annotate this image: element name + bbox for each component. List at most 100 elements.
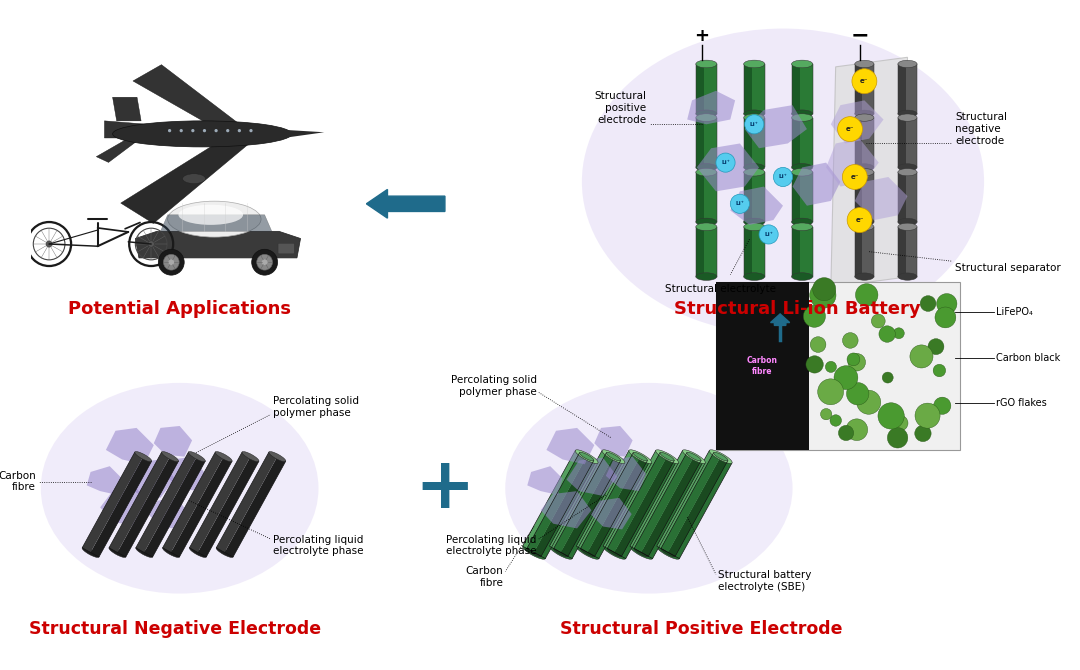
Polygon shape xyxy=(696,172,704,222)
Ellipse shape xyxy=(527,548,541,557)
Polygon shape xyxy=(133,65,247,130)
Polygon shape xyxy=(198,457,259,557)
Circle shape xyxy=(261,259,268,265)
Circle shape xyxy=(159,249,185,275)
Ellipse shape xyxy=(215,452,232,462)
Ellipse shape xyxy=(744,223,765,230)
Ellipse shape xyxy=(607,548,622,557)
Ellipse shape xyxy=(136,547,152,557)
Text: Structural Positive Electrode: Structural Positive Electrode xyxy=(561,620,842,638)
Polygon shape xyxy=(669,457,728,556)
Ellipse shape xyxy=(696,223,717,230)
Ellipse shape xyxy=(249,129,253,132)
Polygon shape xyxy=(163,452,224,552)
Circle shape xyxy=(924,405,939,418)
Ellipse shape xyxy=(897,60,917,68)
Ellipse shape xyxy=(162,452,178,462)
FancyBboxPatch shape xyxy=(716,282,809,450)
Ellipse shape xyxy=(242,452,259,462)
Text: Li⁺: Li⁺ xyxy=(721,160,730,165)
Polygon shape xyxy=(696,118,717,168)
Polygon shape xyxy=(854,172,863,222)
Ellipse shape xyxy=(687,452,701,461)
Ellipse shape xyxy=(238,129,241,132)
Ellipse shape xyxy=(897,223,917,230)
Circle shape xyxy=(847,208,872,232)
Text: rGO flakes: rGO flakes xyxy=(996,398,1047,408)
Polygon shape xyxy=(91,457,151,557)
Ellipse shape xyxy=(168,129,172,132)
Text: Carbon black: Carbon black xyxy=(996,352,1059,362)
Circle shape xyxy=(168,259,174,265)
Circle shape xyxy=(920,295,936,312)
Ellipse shape xyxy=(167,201,261,237)
Text: Li⁺: Li⁺ xyxy=(750,122,758,127)
Polygon shape xyxy=(897,226,917,277)
Ellipse shape xyxy=(854,273,874,280)
Text: Li⁺: Li⁺ xyxy=(735,201,744,206)
Polygon shape xyxy=(615,457,678,559)
Ellipse shape xyxy=(550,545,572,559)
Ellipse shape xyxy=(656,450,678,464)
Circle shape xyxy=(915,403,940,428)
Polygon shape xyxy=(527,466,563,495)
Text: Li⁺: Li⁺ xyxy=(779,174,787,180)
FancyArrow shape xyxy=(770,314,789,326)
Ellipse shape xyxy=(215,129,218,132)
Ellipse shape xyxy=(792,163,812,172)
Polygon shape xyxy=(826,139,879,186)
Polygon shape xyxy=(745,105,807,148)
Polygon shape xyxy=(606,457,646,491)
Circle shape xyxy=(806,356,823,373)
Ellipse shape xyxy=(744,273,765,281)
Text: Carbon
fibre: Carbon fibre xyxy=(465,567,503,588)
Polygon shape xyxy=(567,458,618,496)
Ellipse shape xyxy=(582,29,984,335)
Polygon shape xyxy=(730,186,783,225)
Ellipse shape xyxy=(792,218,812,226)
Polygon shape xyxy=(189,452,251,552)
Text: Percolating solid
polymer phase: Percolating solid polymer phase xyxy=(450,375,537,397)
Polygon shape xyxy=(897,172,917,222)
Circle shape xyxy=(933,364,946,377)
Text: Structural electrolyte: Structural electrolyte xyxy=(665,284,777,294)
Ellipse shape xyxy=(629,450,651,464)
Ellipse shape xyxy=(269,452,286,462)
Ellipse shape xyxy=(696,273,717,281)
Ellipse shape xyxy=(854,218,874,226)
Circle shape xyxy=(759,225,779,244)
Ellipse shape xyxy=(135,452,151,462)
Polygon shape xyxy=(594,426,633,457)
Ellipse shape xyxy=(792,168,812,176)
Ellipse shape xyxy=(523,545,545,559)
Text: e⁻: e⁻ xyxy=(846,126,854,132)
Polygon shape xyxy=(534,457,598,559)
Ellipse shape xyxy=(696,168,717,176)
Polygon shape xyxy=(284,130,324,138)
Polygon shape xyxy=(642,457,705,559)
Polygon shape xyxy=(696,226,704,277)
Polygon shape xyxy=(657,450,720,552)
Circle shape xyxy=(804,306,825,328)
Text: +: + xyxy=(694,27,710,45)
Polygon shape xyxy=(854,118,874,168)
Circle shape xyxy=(888,427,908,448)
Polygon shape xyxy=(792,172,812,222)
Polygon shape xyxy=(96,138,141,162)
Text: Potential Applications: Potential Applications xyxy=(68,300,292,318)
Circle shape xyxy=(878,403,904,429)
Polygon shape xyxy=(792,172,800,222)
Polygon shape xyxy=(523,450,586,552)
Polygon shape xyxy=(118,457,178,557)
Ellipse shape xyxy=(854,114,874,121)
Polygon shape xyxy=(121,142,251,223)
Ellipse shape xyxy=(603,545,626,559)
Polygon shape xyxy=(165,457,205,491)
Ellipse shape xyxy=(854,163,874,171)
Polygon shape xyxy=(854,64,863,114)
Polygon shape xyxy=(744,226,765,277)
Polygon shape xyxy=(831,57,907,287)
Text: Percolating liquid
electrolyte phase: Percolating liquid electrolyte phase xyxy=(446,535,537,557)
Polygon shape xyxy=(124,460,175,498)
Polygon shape xyxy=(105,121,145,138)
